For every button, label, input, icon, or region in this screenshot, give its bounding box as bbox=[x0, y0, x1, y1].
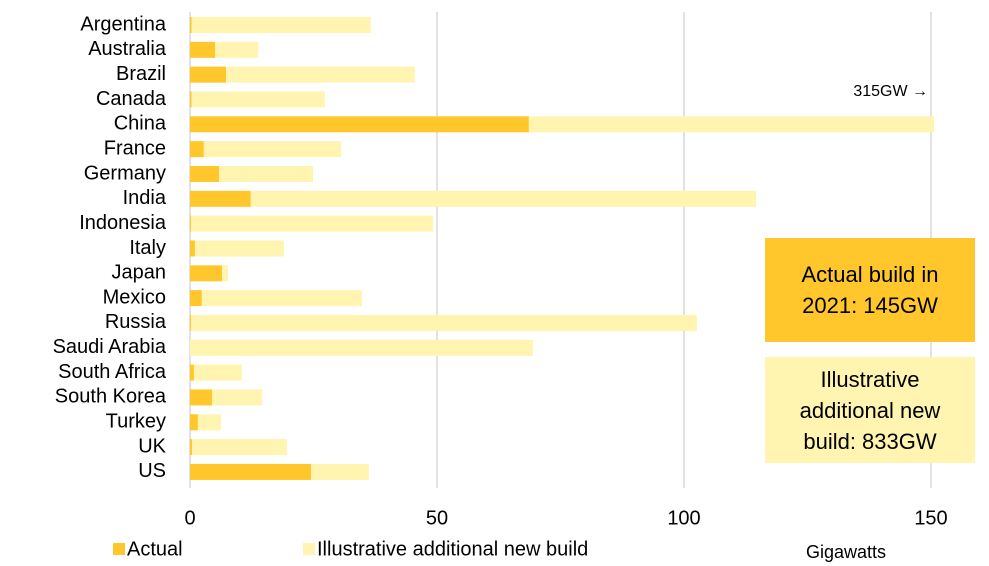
bar bbox=[190, 314, 697, 331]
bar bbox=[190, 314, 191, 331]
bar bbox=[193, 364, 242, 381]
bar bbox=[194, 240, 284, 257]
bar bbox=[191, 91, 325, 108]
bar bbox=[250, 190, 757, 207]
labels: 0 50 100 150 Argentina Australia Brazil Canada C… bbox=[53, 13, 948, 560]
y-tick-label: Japan bbox=[112, 262, 167, 284]
annotation-box: Actual build in 2021: 145GW bbox=[765, 238, 975, 342]
bar bbox=[190, 141, 204, 158]
y-tick-label: Italy bbox=[129, 237, 166, 259]
bar bbox=[190, 91, 192, 108]
bar bbox=[201, 290, 362, 307]
bar bbox=[197, 414, 222, 431]
legend-label: Actual bbox=[127, 538, 183, 560]
bar bbox=[191, 439, 287, 456]
y-tick-label: Argentina bbox=[80, 13, 166, 35]
annotation: Illustrative additional new build: 833GW bbox=[799, 366, 941, 454]
bar bbox=[528, 116, 934, 133]
bar bbox=[215, 41, 259, 58]
annotation: Actual build in 2021: 145GW bbox=[801, 262, 939, 318]
bar bbox=[190, 116, 529, 133]
y-tick-label: India bbox=[123, 187, 167, 209]
y-tick-label: US bbox=[138, 460, 166, 482]
y-tick-label: South Africa bbox=[58, 361, 167, 383]
y-tick-label: UK bbox=[138, 435, 166, 457]
bar bbox=[212, 389, 263, 406]
bar bbox=[190, 165, 220, 182]
bar bbox=[222, 265, 229, 282]
x-tick-label: 0 bbox=[184, 507, 195, 529]
bar bbox=[190, 414, 198, 431]
legend-swatch bbox=[303, 543, 315, 555]
bar bbox=[190, 439, 192, 456]
y-tick-label: China bbox=[114, 113, 167, 135]
y-tick-label: Mexico bbox=[103, 286, 166, 308]
bar bbox=[203, 141, 342, 158]
y-tick-label: Indonesia bbox=[79, 212, 167, 234]
y-tick-label: Brazil bbox=[116, 63, 166, 85]
x-tick-label: 100 bbox=[667, 507, 700, 529]
bar bbox=[190, 240, 195, 257]
bar bbox=[190, 41, 216, 58]
bars bbox=[190, 17, 934, 480]
y-tick-label: Saudi Arabia bbox=[53, 336, 167, 358]
y-tick-label: Russia bbox=[105, 311, 167, 333]
bar bbox=[311, 463, 369, 480]
y-tick-label: France bbox=[104, 137, 166, 159]
y-tick-label: Canada bbox=[96, 88, 167, 110]
bar bbox=[190, 339, 533, 356]
bar bbox=[190, 215, 191, 232]
x-axis-label: Gigawatts bbox=[806, 542, 886, 562]
bar bbox=[190, 364, 194, 381]
bar bbox=[191, 17, 371, 33]
legend-label: Illustrative additional new build bbox=[317, 538, 588, 560]
y-tick-label: Germany bbox=[84, 162, 166, 184]
bar bbox=[219, 165, 314, 182]
bar bbox=[190, 290, 202, 307]
legend-swatch bbox=[113, 543, 125, 555]
bar bbox=[190, 190, 251, 207]
y-tick-label: Turkey bbox=[106, 411, 166, 433]
bar bbox=[190, 463, 312, 480]
bar bbox=[190, 17, 192, 33]
x-tick-label: 50 bbox=[426, 507, 448, 529]
x-tick-label: 150 bbox=[914, 507, 947, 529]
bar bbox=[226, 66, 415, 83]
y-tick-label: South Korea bbox=[55, 386, 167, 408]
annotation-box: Illustrative additional new build: 833GW bbox=[765, 357, 975, 463]
bar bbox=[190, 66, 227, 83]
y-tick-label: Australia bbox=[88, 38, 167, 60]
bar bbox=[190, 265, 223, 282]
bar bbox=[190, 215, 434, 232]
bar bbox=[190, 389, 213, 406]
annotation: 315GW → bbox=[853, 83, 928, 100]
